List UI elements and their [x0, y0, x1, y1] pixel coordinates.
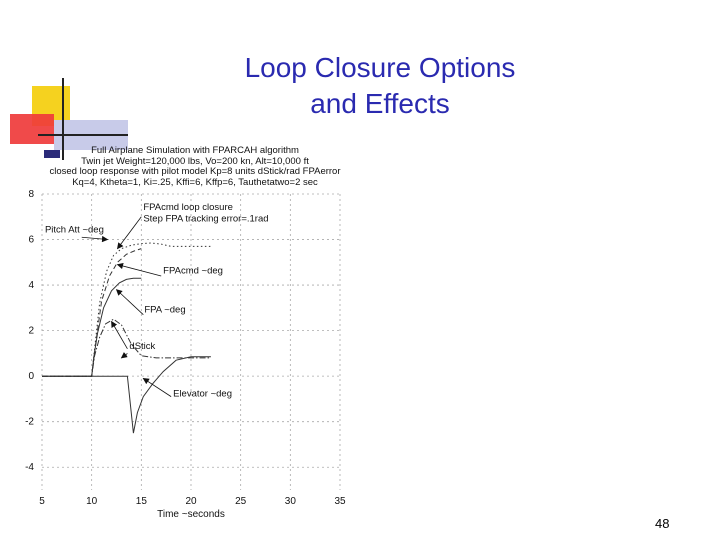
x-tick-label: 10 — [86, 496, 98, 507]
chart-title-line-1: Full Airplane Simulation with FPARCAH al… — [91, 145, 299, 156]
x-tick-label: 35 — [334, 496, 346, 507]
annotation-arrow — [117, 216, 142, 250]
annotation-arrow — [116, 262, 162, 277]
y-tick-label: 8 — [28, 189, 34, 200]
page-number: 48 — [655, 516, 670, 531]
y-tick-label: -4 — [25, 462, 34, 473]
slide-title-line-1: Loop Closure Options — [244, 52, 516, 83]
y-tick-label: 4 — [28, 280, 34, 291]
y-tick-label: -2 — [25, 417, 34, 428]
series-line-fpa — [42, 277, 142, 377]
annotation-label: FPA ~deg — [144, 304, 185, 315]
slide-title: Loop Closure Options and Effects — [190, 50, 570, 122]
annotation-label: FPAcmd loop closure — [143, 202, 233, 213]
series-line-pitch — [42, 242, 211, 377]
series-line-dstick — [42, 318, 211, 377]
x-tick-label: 30 — [285, 496, 297, 507]
x-tick-label: 15 — [136, 496, 148, 507]
y-tick-label: 2 — [28, 326, 34, 337]
annotation-arrow — [81, 235, 109, 243]
annotation-arrow — [142, 377, 172, 397]
chart-title: Full Airplane Simulation with FPARCAH al… — [30, 145, 360, 188]
x-tick-label: 25 — [235, 496, 247, 507]
annotation-label: Pitch Att ~deg — [45, 225, 104, 236]
decor-red-square — [10, 114, 54, 144]
chart-title-line-4: Kq=4, Ktheta=1, Ki=.25, Kffi=6, Kffp=6, … — [72, 176, 318, 188]
decor-dark-block — [44, 150, 60, 158]
series-line-elevator — [42, 356, 211, 434]
annotation-arrow — [111, 320, 128, 350]
annotation-label: dStick — [129, 341, 155, 352]
decor-vertical-line — [62, 78, 64, 160]
x-tick-label: 20 — [185, 496, 197, 507]
annotation-arrow — [120, 351, 128, 359]
series-line-fpacmd — [42, 248, 142, 377]
decor-horizontal-line — [38, 134, 128, 136]
x-axis-label: Time ~seconds — [157, 509, 225, 520]
chart-title-line-2: Twin jet Weight=120,000 lbs, Vo=200 kn, … — [81, 155, 309, 167]
annotation-label: Elevator ~deg — [173, 389, 232, 400]
annotation-arrow — [115, 289, 144, 315]
y-tick-label: 6 — [28, 235, 34, 246]
y-tick-label: 0 — [28, 371, 34, 382]
annotation-label: FPAcmd ~deg — [163, 266, 223, 277]
x-tick-label: 5 — [39, 496, 45, 507]
slide-title-line-2: and Effects — [310, 88, 450, 119]
chart-title-line-3: closed loop response with pilot model Kp… — [49, 166, 341, 177]
annotation-label: Step FPA tracking error=.1rad — [143, 213, 268, 224]
